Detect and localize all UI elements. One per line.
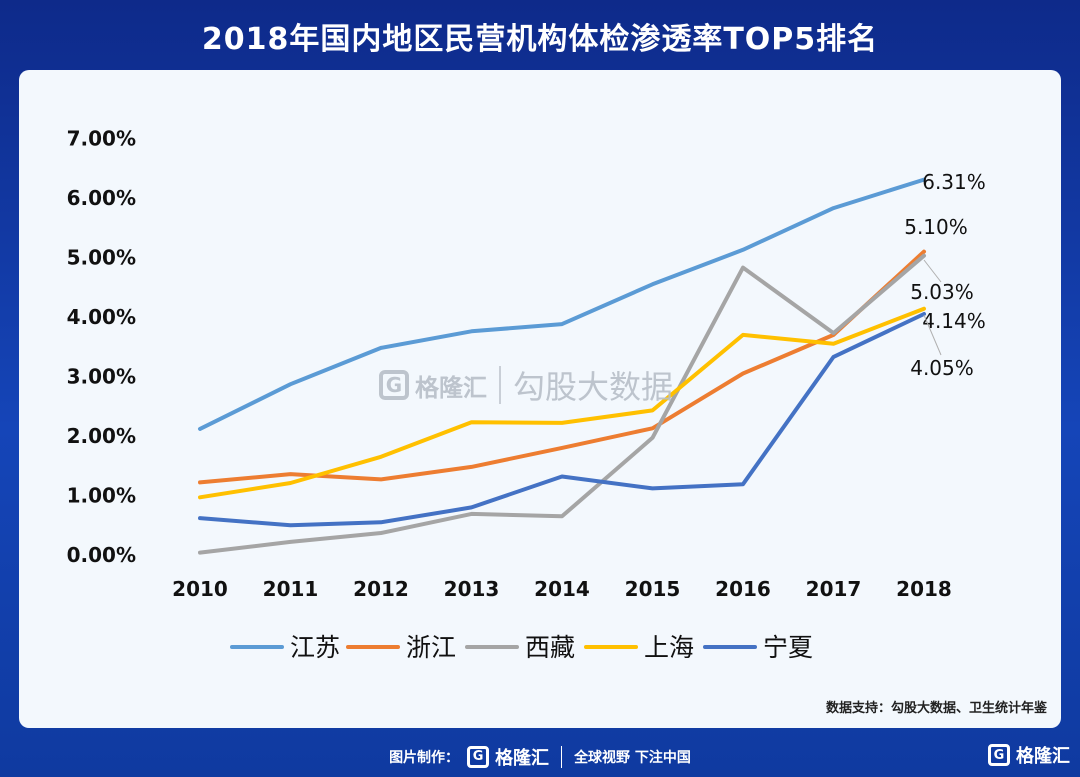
x-tick-label: 2013	[444, 577, 500, 601]
corner-logo-icon: G	[988, 744, 1010, 766]
legend-label: 西藏	[525, 633, 575, 662]
corner-brand-text: 格隆汇	[1016, 746, 1070, 767]
legend-label: 上海	[644, 633, 694, 662]
y-tick-label: 4.00%	[67, 305, 136, 329]
data-label-leader	[923, 259, 942, 283]
x-tick-label: 2012	[353, 577, 409, 601]
footer-logo-icon: G	[467, 745, 490, 768]
data-label: 4.05%	[910, 356, 974, 380]
series-line-西藏	[198, 253, 926, 555]
footer: 图片制作： G 格隆汇 全球视野 下注中国	[0, 736, 1080, 777]
legend-label: 宁夏	[763, 633, 813, 662]
y-tick-label: 3.00%	[67, 365, 136, 389]
watermark: G 格隆汇 勾股大数据	[379, 362, 673, 408]
chart-title: 2018年国内地区民营机构体检渗透率TOP5排名	[201, 22, 879, 57]
data-label: 4.14%	[922, 309, 986, 333]
data-label: 5.10%	[904, 215, 968, 239]
y-tick-label: 6.00%	[67, 186, 136, 210]
x-tick-label: 2016	[715, 577, 771, 601]
data-label: 6.31%	[922, 170, 986, 194]
legend-label: 江苏	[290, 633, 340, 662]
x-tick-label: 2011	[263, 577, 319, 601]
watermark-brand: 格隆汇	[415, 373, 487, 402]
legend-label: 浙江	[406, 633, 456, 662]
x-tick-label: 2018	[896, 577, 952, 601]
x-tick-label: 2015	[625, 577, 681, 601]
x-tick-label: 2010	[172, 577, 228, 601]
data-label-leader	[923, 314, 942, 356]
series-line-上海	[198, 306, 926, 500]
series-line-宁夏	[198, 312, 926, 528]
footer-divider	[561, 745, 563, 768]
data-source: 数据支持：勾股大数据、卫生统计年鉴	[825, 701, 1047, 716]
footer-brand: 格隆汇	[495, 747, 550, 769]
corner-brand: G 格隆汇	[980, 742, 1070, 768]
watermark-logo-icon: G	[379, 370, 409, 400]
chart-card: 0.00% 1.00% 2.00% 3.00% 4.00% 5.00% 6.00% 7.00%…	[19, 70, 1061, 728]
y-tick-label: 0.00%	[67, 543, 136, 567]
y-tick-label: 5.00%	[67, 246, 136, 270]
line-chart: 0.00% 1.00% 2.00% 3.00% 4.00% 5.00% 6.00% 7.00%…	[67, 127, 986, 663]
x-tick-label: 2017	[806, 577, 862, 601]
series-line-江苏	[198, 177, 926, 431]
footer-made-by: 图片制作：	[389, 749, 460, 766]
y-tick-label: 1.00%	[67, 484, 136, 508]
x-tick-label: 2014	[534, 577, 590, 601]
footer-slogan: 全球视野 下注中国	[574, 749, 691, 766]
y-tick-label: 2.00%	[67, 424, 136, 448]
watermark-name: 勾股大数据	[513, 368, 674, 406]
watermark-divider	[499, 366, 501, 404]
data-label: 5.03%	[910, 280, 974, 304]
y-tick-label: 7.00%	[67, 127, 136, 151]
